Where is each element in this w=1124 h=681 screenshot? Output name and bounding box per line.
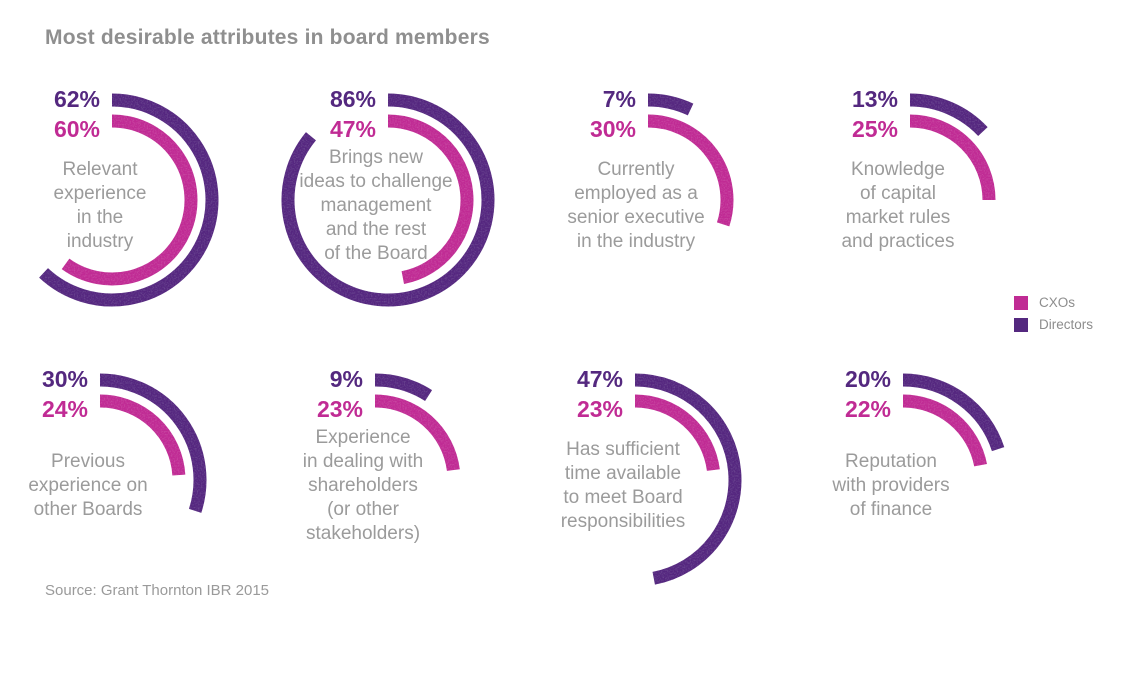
directors-arc <box>634 373 742 585</box>
directors-arc <box>902 373 1005 452</box>
cxos-value: 25% <box>851 116 898 142</box>
directors-arc <box>374 373 433 402</box>
cxos-arc <box>387 114 474 284</box>
gauge-label: Brings new ideas to challenge management… <box>299 147 453 264</box>
legend-item-cxos: CXOs <box>1014 295 1093 310</box>
legend-item-directors: Directors <box>1014 317 1093 332</box>
directors-value: 62% <box>53 86 100 112</box>
gauge-label: Currently employed as a senior executive… <box>567 159 705 252</box>
cxos-swatch <box>1014 295 1028 310</box>
directors-arc <box>909 93 988 137</box>
gauge-label: Knowledge of capital market rules and pr… <box>841 159 955 252</box>
cxos-value: 60% <box>53 116 100 142</box>
directors-value: 9% <box>329 366 363 392</box>
directors-arc <box>647 93 694 116</box>
cxos-arc <box>99 394 186 476</box>
directors-arc <box>99 373 207 513</box>
cxos-arc <box>647 114 734 227</box>
directors-swatch <box>1014 317 1028 332</box>
cxos-arc <box>61 114 198 286</box>
gauge-label: Previous experience on other Boards <box>28 451 148 520</box>
gauge-label: Reputation with providers of finance <box>832 451 950 520</box>
directors-arc <box>39 93 219 307</box>
directors-value: 20% <box>844 366 891 392</box>
gauge-label: Relevant experience in the industry <box>53 159 147 252</box>
directors-legend-label: Directors <box>1039 317 1094 332</box>
directors-value: 30% <box>41 366 88 392</box>
cxos-arc <box>374 394 460 472</box>
directors-arc <box>281 93 495 307</box>
directors-value: 13% <box>851 86 898 112</box>
cxos-value: 23% <box>316 396 363 422</box>
gauge-label: Experience in dealing with shareholders … <box>302 427 424 544</box>
chart-title: Most desirable attributes in board membe… <box>45 26 490 49</box>
source-note: Source: Grant Thornton IBR 2015 <box>45 582 270 599</box>
cxos-arc <box>634 394 720 472</box>
legend: CXOs Directors <box>1014 295 1093 339</box>
cxos-value: 22% <box>844 396 891 422</box>
cxos-arc <box>902 394 987 467</box>
directors-value: 47% <box>576 366 623 392</box>
cxos-value: 24% <box>41 396 88 422</box>
cxos-value: 47% <box>329 116 376 142</box>
cxos-value: 30% <box>589 116 636 142</box>
directors-value: 7% <box>602 86 636 112</box>
cxos-legend-label: CXOs <box>1039 295 1076 310</box>
gauge-label: Has sufficient time available to meet Bo… <box>560 439 686 532</box>
directors-value: 86% <box>329 86 376 112</box>
cxos-value: 23% <box>576 396 623 422</box>
cxos-arc <box>909 114 996 201</box>
